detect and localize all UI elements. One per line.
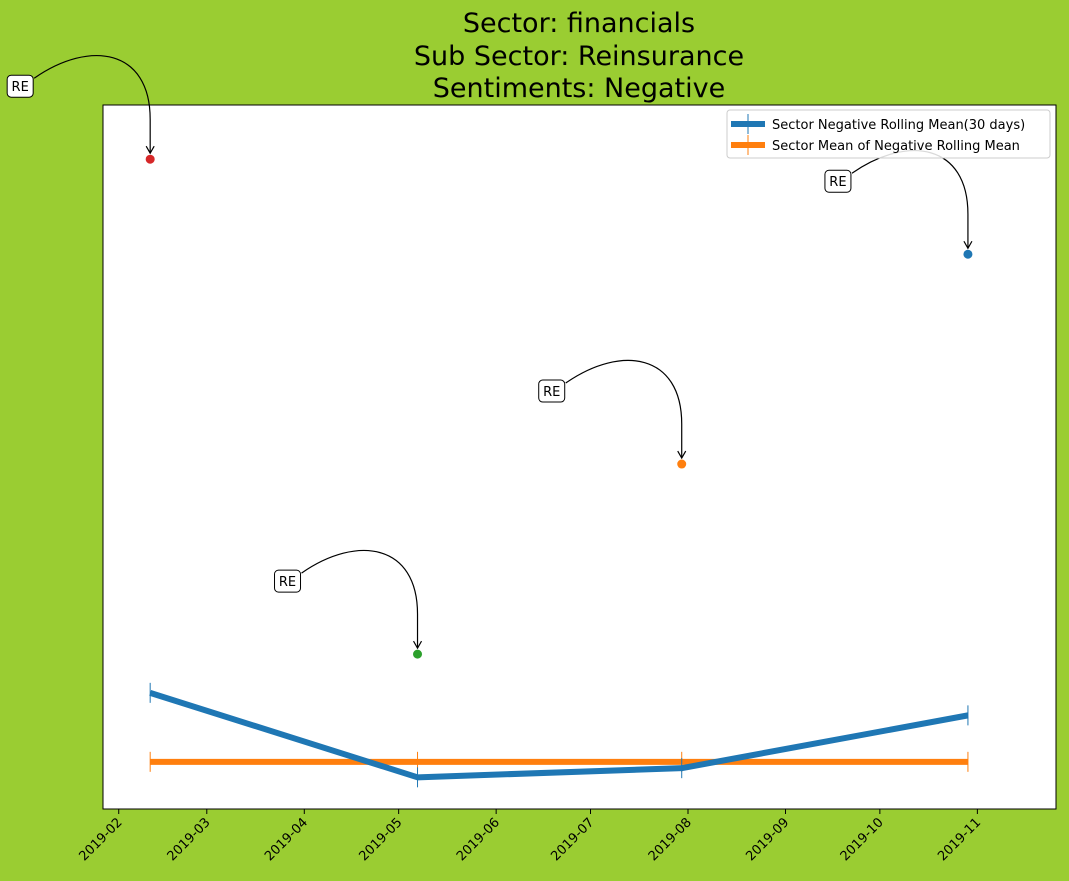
annotation-layer: RE RE RE RE — [6, 55, 973, 659]
x-axis: 2019-02 2019-03 2019-04 2019-05 2019-06 2019-… — [77, 809, 984, 864]
annotation-arrowhead — [677, 450, 687, 460]
plot-area — [102, 104, 1057, 810]
annotation-label: RE — [12, 80, 29, 95]
highlight-point — [413, 649, 423, 659]
annotation-label: RE — [829, 175, 846, 190]
annotation-arrowhead — [145, 145, 155, 155]
annotation-label: RE — [279, 575, 296, 590]
annotation-box — [538, 379, 566, 403]
legend-label-rolling-mean: Sector Negative Rolling Mean(30 days) — [772, 118, 1025, 133]
title-line-1: Sector: financials — [463, 8, 695, 39]
legend-entry-rolling-mean: Sector Negative Rolling Mean(30 days) — [731, 114, 1025, 134]
legend: Sector Negative Rolling Mean(30 days) Se… — [726, 109, 1051, 159]
chart-title: Sector: financials Sub Sector: Reinsuran… — [414, 8, 744, 104]
highlight-point — [677, 459, 687, 469]
annotation-arrow — [33, 55, 151, 154]
series-line-rolling-mean — [149, 689, 969, 781]
x-tick-label: 2019-03 — [165, 815, 214, 864]
x-tick-label: 2019-06 — [454, 815, 503, 864]
annotation-arrowhead — [963, 240, 973, 250]
annotation-arrow — [565, 359, 683, 459]
annotation-label: RE — [543, 385, 560, 400]
x-tick-label: 2019-09 — [743, 815, 792, 864]
annotation-arrowhead — [413, 640, 423, 650]
x-tick-label: 2019-10 — [838, 815, 887, 864]
title-line-3: Sentiments: Negative — [433, 73, 725, 104]
x-tick-label: 2019-08 — [646, 815, 695, 864]
annotation-arrow — [301, 549, 419, 649]
annotation-box — [274, 569, 302, 593]
annotation-box — [824, 169, 852, 193]
x-tick-label: 2019-07 — [548, 815, 597, 864]
series-layer — [149, 682, 969, 788]
legend-label-sector-mean: Sector Mean of Negative Rolling Mean — [772, 139, 1020, 154]
legend-entry-sector-mean: Sector Mean of Negative Rolling Mean — [731, 135, 1020, 155]
x-tick-label: 2019-05 — [356, 815, 405, 864]
x-tick-label: 2019-04 — [262, 815, 311, 864]
x-tick-label: 2019-02 — [77, 815, 126, 864]
annotation-box — [6, 74, 34, 98]
highlight-point — [145, 154, 155, 164]
legend-box — [726, 109, 1051, 159]
x-tick-label: 2019-11 — [935, 815, 984, 864]
highlight-point — [963, 249, 973, 259]
title-line-2: Sub Sector: Reinsurance — [414, 41, 744, 72]
